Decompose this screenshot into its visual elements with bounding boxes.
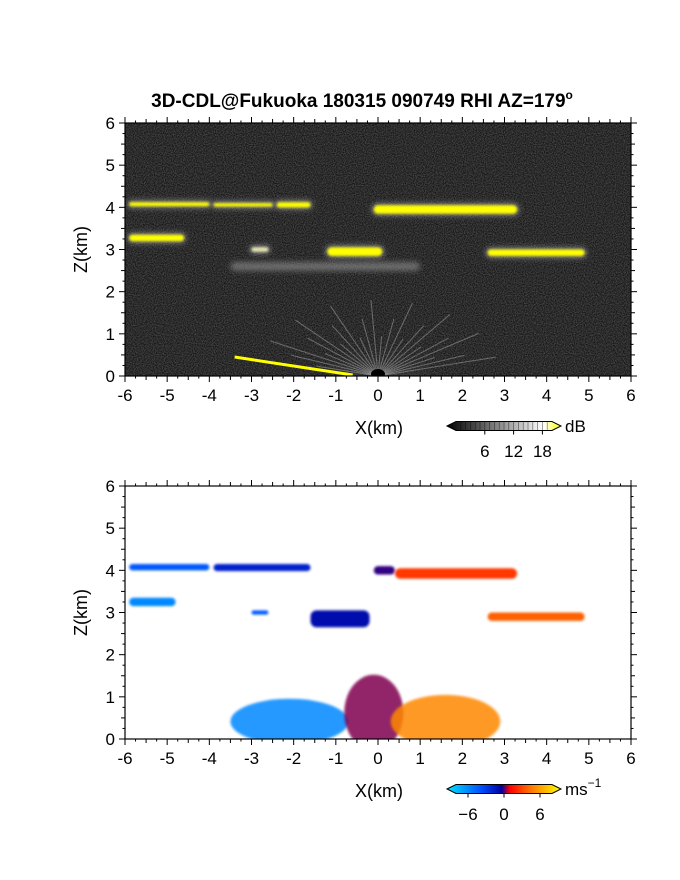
colorbar-tick-label: 6 [535,805,544,824]
y-tick-label: 5 [106,156,115,175]
y-tick-label: 1 [106,688,115,707]
layer-echo-6 [310,610,370,628]
x-tick-label: -2 [286,749,301,768]
y-tick-label: 6 [106,477,115,496]
colorbar-tick-label: −6 [458,805,477,824]
data-field [129,564,585,739]
x-tick-label: 5 [584,386,593,405]
layer-echo-7 [251,247,269,252]
y-tick-label: 4 [106,561,115,580]
x-tick-label: 5 [584,749,593,768]
boundary_layer-echo-10 [390,694,501,739]
layer-echo-0 [129,202,210,207]
x-tick-label: -3 [244,749,259,768]
x-tick-label: -1 [328,386,343,405]
ground_echo-echo-10 [234,355,353,376]
colorbar-tick-label: 18 [533,442,552,461]
x-tick-label: 2 [458,749,467,768]
y-tick-label: 1 [106,325,115,344]
y-axis-label: Z(km) [71,589,91,636]
colorbar-tick-label: 12 [504,442,523,461]
boundary_layer-echo-9 [344,674,404,739]
x-tick-label: -2 [286,386,301,405]
y-tick-label: 0 [106,367,115,386]
colorbar-unit: dB [565,417,586,436]
x-tick-label: 0 [373,749,382,768]
x-tick-label: 4 [542,749,551,768]
x-axis-label: X(km) [355,418,403,438]
y-axis-label: Z(km) [71,226,91,273]
layer-echo-4 [129,597,176,607]
velocity-panel: -6 -5 -4 -3 -2 -1 0 1 2 3 4 5 6 0 1 2 3 4 5 6 X(km) Z(km) −6 0 6… [71,477,637,824]
colorbar-tick-label: 0 [499,805,508,824]
x-tick-label: -6 [117,749,132,768]
x-tick-label: 3 [500,386,509,405]
layer-echo-3 [394,568,518,579]
x-tick-label: 6 [626,386,635,405]
layer-echo-5 [327,247,383,256]
y-tick-label: 4 [106,198,115,217]
colorbar: −6 0 6 ms−1 [445,776,602,824]
x-tick-label: -4 [202,749,217,768]
colorbar-tick-label: 6 [480,442,489,461]
colorbar-unit: ms−1 [565,776,602,799]
data-field [125,123,631,376]
x-axis-label: X(km) [355,781,403,801]
x-tick-label: -6 [117,386,132,405]
layer-echo-7 [487,612,585,621]
x-tick-label: 3 [500,749,509,768]
x-tick-label: -4 [202,386,217,405]
y-tick-label: 3 [106,604,115,623]
x-tick-label: 4 [542,386,551,405]
layer-echo-1 [213,564,311,572]
x-tick-label: -3 [244,386,259,405]
boundary_layer-echo-9 [314,304,442,376]
layer-echo-0 [129,564,210,571]
y-tick-label: 2 [106,646,115,665]
y-tick-label: 2 [106,283,115,302]
y-tick-label: 6 [106,114,115,133]
layer-echo-4 [129,234,185,242]
figure-title: 3D-CDL@Fukuoka 180315 090749 RHI AZ=179o [151,88,573,112]
layer-echo-1 [213,203,273,207]
boundary_layer-echo-8 [230,698,349,739]
layer-echo-5 [251,610,269,615]
colorbar: 6 12 18 dB [445,417,586,461]
x-tick-label: 6 [626,749,635,768]
layer-echo-2 [373,566,395,575]
x-tick-label: 1 [415,749,424,768]
x-tick-label: 2 [458,386,467,405]
x-tick-label: 0 [373,386,382,405]
lidar-site-marker [371,369,385,376]
y-tick-label: 3 [106,241,115,260]
colorbar-bar [445,784,563,794]
layer-echo-2 [276,202,311,208]
x-tick-label: -5 [160,386,175,405]
y-tick-label: 0 [106,730,115,749]
y-tick-label: 5 [106,519,115,538]
layer-echo-3 [373,205,518,214]
layer-echo-6 [487,249,585,256]
x-tick-label: -1 [328,749,343,768]
x-tick-label: -5 [160,749,175,768]
haze-echo-8 [230,262,421,271]
x-tick-label: 1 [415,386,424,405]
